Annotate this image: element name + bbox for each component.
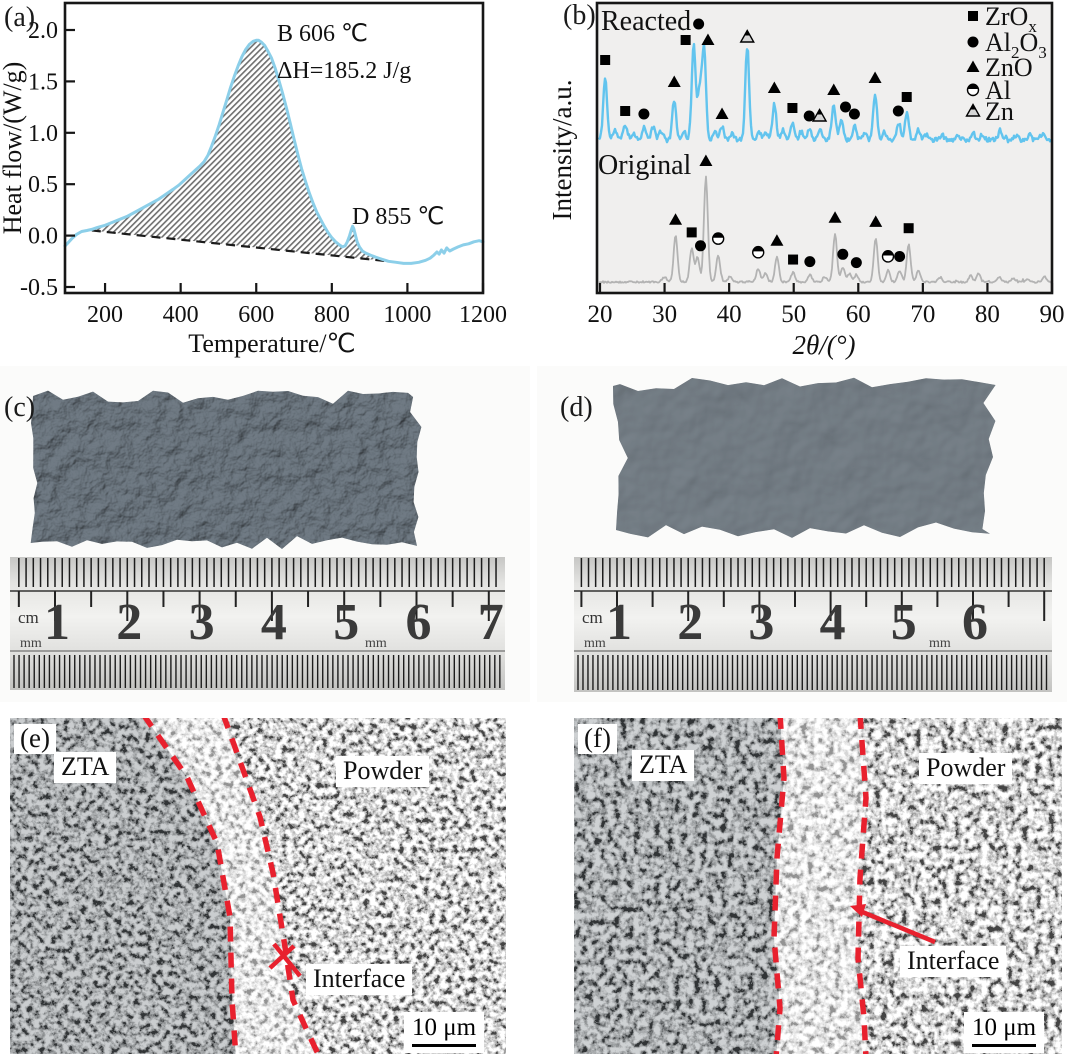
svg-text:0.5: 0.5 [28,172,58,198]
scale-bar-line-f [972,1044,1037,1047]
interface-pointer-e [272,942,302,978]
xrd-axes-frame [595,1,1054,295]
interface-label-e: Interface [306,964,413,995]
svg-text:80: 80 [975,301,1000,328]
ruler-number: 4 [820,594,846,651]
dsc-baseline [91,229,389,263]
legend-entry-zn: Zn [985,97,1014,126]
xrd-chart: Reacted Original 20 30 40 50 60 70 80 90 2θ/(°) Int… [547,1,1065,360]
svg-text:0.0: 0.0 [28,224,58,250]
svg-text:50: 50 [781,301,806,328]
interface-arrowhead-f [850,904,866,917]
svg-text:70: 70 [910,301,935,328]
svg-text:400: 400 [163,302,199,328]
panel-a-tag: (a) [4,2,36,33]
interface-dashed-line [142,718,239,1054]
fused-sample [613,377,996,538]
ruler-number: 2 [116,594,142,651]
scale-bar-line-e [412,1044,477,1047]
panel-d-tag: (d) [560,392,593,423]
xrd-trace-label-reacted: Reacted [601,6,691,37]
ruler-number: 4 [261,594,287,651]
dsc-axes-frame [63,1,485,295]
legend-entry-zrox: ZrOx [985,2,1037,36]
granule-sample [30,390,422,549]
svg-text:20: 20 [588,301,613,328]
legend-entry-al2o3: Al2O3 [985,28,1047,62]
scale-bar-e: 10 μm [404,1012,485,1053]
ruler-mm-label: mm [584,636,606,651]
interface-dashed-line [771,718,787,1054]
svg-text:60: 60 [846,301,871,328]
sem-image-e [10,718,506,1054]
panel-f-tag: (f) [578,723,617,754]
svg-text:1.5: 1.5 [28,69,58,95]
ruler-number: 5 [891,594,917,651]
ruler-number: 1 [606,594,632,651]
dsc-annotation-2: D 855 ℃ [352,204,444,230]
dsc-xlabel: Temperature/℃ [188,329,355,358]
ruler-number: 6 [962,594,988,651]
dsc-annotation-0: B 606 ℃ [277,21,368,47]
dsc-curve [63,38,485,265]
dsc-hatched-area [91,40,389,262]
legend-entry-zno: ZnO [985,53,1033,82]
svg-text:30: 30 [652,301,677,328]
svg-text:1200: 1200 [459,302,507,328]
xrd-ylabel: Intensity/a.u. [547,80,577,221]
panel-b-tag: (b) [563,0,596,31]
svg-text:1000: 1000 [383,302,431,328]
ruler-mm-label: mm [929,636,951,651]
ruler-number: 3 [189,594,215,651]
ruler-number: 3 [748,594,774,651]
ruler-number: 7 [478,594,504,651]
ruler-number: 2 [677,594,703,651]
svg-text:1.0: 1.0 [28,121,58,147]
scale-label-e: 10 μm [412,1014,477,1041]
sample-photo-c: 1 2 3 4 5 6 7 cm mm mm [10,390,505,690]
ruler-cm-label: cm [582,608,603,627]
ruler-number: 5 [333,594,359,651]
dsc-chart: -0.5 0.0 0.5 1.0 1.5 2.0 200 400 600 800 1000 1200 T… [0,1,507,358]
xrd-xlabel: 2θ/(°) [792,330,855,360]
svg-text:-0.5: -0.5 [20,275,58,301]
zta-label-f: ZTA [632,750,695,781]
svg-text:200: 200 [87,302,123,328]
panel-e-tag: (e) [14,723,56,754]
svg-text:600: 600 [238,302,274,328]
interface-arrow-f [859,908,936,945]
scale-bar-f: 10 μm [964,1012,1045,1053]
sample-photo-d: 1 2 3 4 5 6 cm mm mm [574,377,1052,692]
dsc-ylabel: Heat flow/(W/g) [0,62,27,235]
svg-text:90: 90 [1040,301,1065,328]
interface-dashed-line [221,718,322,1054]
powder-label-f: Powder [919,753,1013,784]
panel-c-tag: (c) [4,392,36,423]
svg-text:2.0: 2.0 [28,18,58,44]
svg-text:40: 40 [717,301,742,328]
zta-label-e: ZTA [54,752,117,783]
scale-label-f: 10 μm [972,1014,1037,1041]
powder-label-e: Powder [336,756,430,787]
interface-label-f: Interface [900,946,1007,977]
dsc-annotation-1: ΔH=185.2 J/g [277,58,411,84]
xrd-trace-original [598,175,1052,284]
ruler-mm-label: mm [365,636,387,651]
ruler-number: 6 [406,594,432,651]
ruler-cm-label: cm [18,608,39,627]
ruler-number: 1 [44,594,70,651]
legend-entry-al: Al [985,76,1011,105]
xrd-trace-label-original: Original [598,150,692,181]
xrd-trace-reacted [597,42,1053,144]
ruler-mm-label: mm [20,636,42,651]
svg-text:800: 800 [314,302,350,328]
